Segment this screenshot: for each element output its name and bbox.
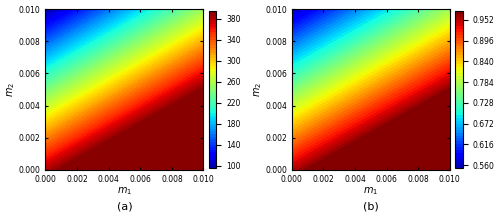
X-axis label: $m_1$: $m_1$ xyxy=(364,185,378,197)
Title: (b): (b) xyxy=(363,202,378,212)
Y-axis label: $m_2$: $m_2$ xyxy=(252,82,264,97)
Y-axis label: $m_2$: $m_2$ xyxy=(6,82,18,97)
Title: (a): (a) xyxy=(116,202,132,212)
X-axis label: $m_1$: $m_1$ xyxy=(117,185,132,197)
